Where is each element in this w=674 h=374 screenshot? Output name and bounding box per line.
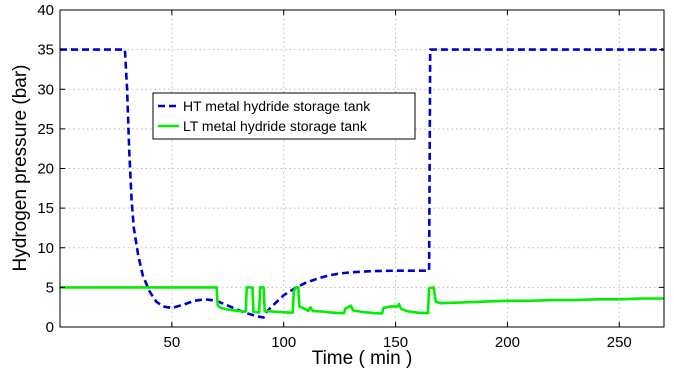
y-tick-label: 5 — [46, 279, 54, 296]
y-axis-label: Hydrogen pressure (bar) — [10, 65, 31, 272]
x-tick-label: 150 — [383, 334, 408, 351]
y-tick-label: 35 — [37, 42, 54, 59]
legend-box — [152, 92, 416, 140]
y-tick-label: 30 — [37, 81, 54, 98]
series-group — [60, 48, 664, 319]
ticks: 50 100 150 200 250 0 5 10 15 20 25 30 35 40 — [37, 2, 664, 351]
x-tick-label: 50 — [164, 334, 181, 351]
legend-label: HT metal hydride storage tank — [183, 98, 371, 114]
legend-label: LT metal hydride storage tank — [183, 118, 368, 134]
y-tick-label: 15 — [37, 200, 54, 217]
y-tick-label: 40 — [37, 2, 54, 19]
y-tick-label: 25 — [37, 121, 54, 138]
y-tick-label: 0 — [46, 319, 54, 336]
series-line-ht-tank — [60, 48, 664, 319]
x-tick-label: 100 — [271, 334, 296, 351]
legend: HT metal hydride storage tank LT metal hy… — [152, 92, 416, 140]
series-line-lt-tank — [60, 286, 664, 315]
y-tick-label: 20 — [37, 161, 54, 178]
x-tick-label: 250 — [607, 334, 632, 351]
y-tick-label: 10 — [37, 240, 54, 257]
x-tick-label: 200 — [495, 334, 520, 351]
x-axis-label: Time ( min ) — [312, 348, 413, 369]
